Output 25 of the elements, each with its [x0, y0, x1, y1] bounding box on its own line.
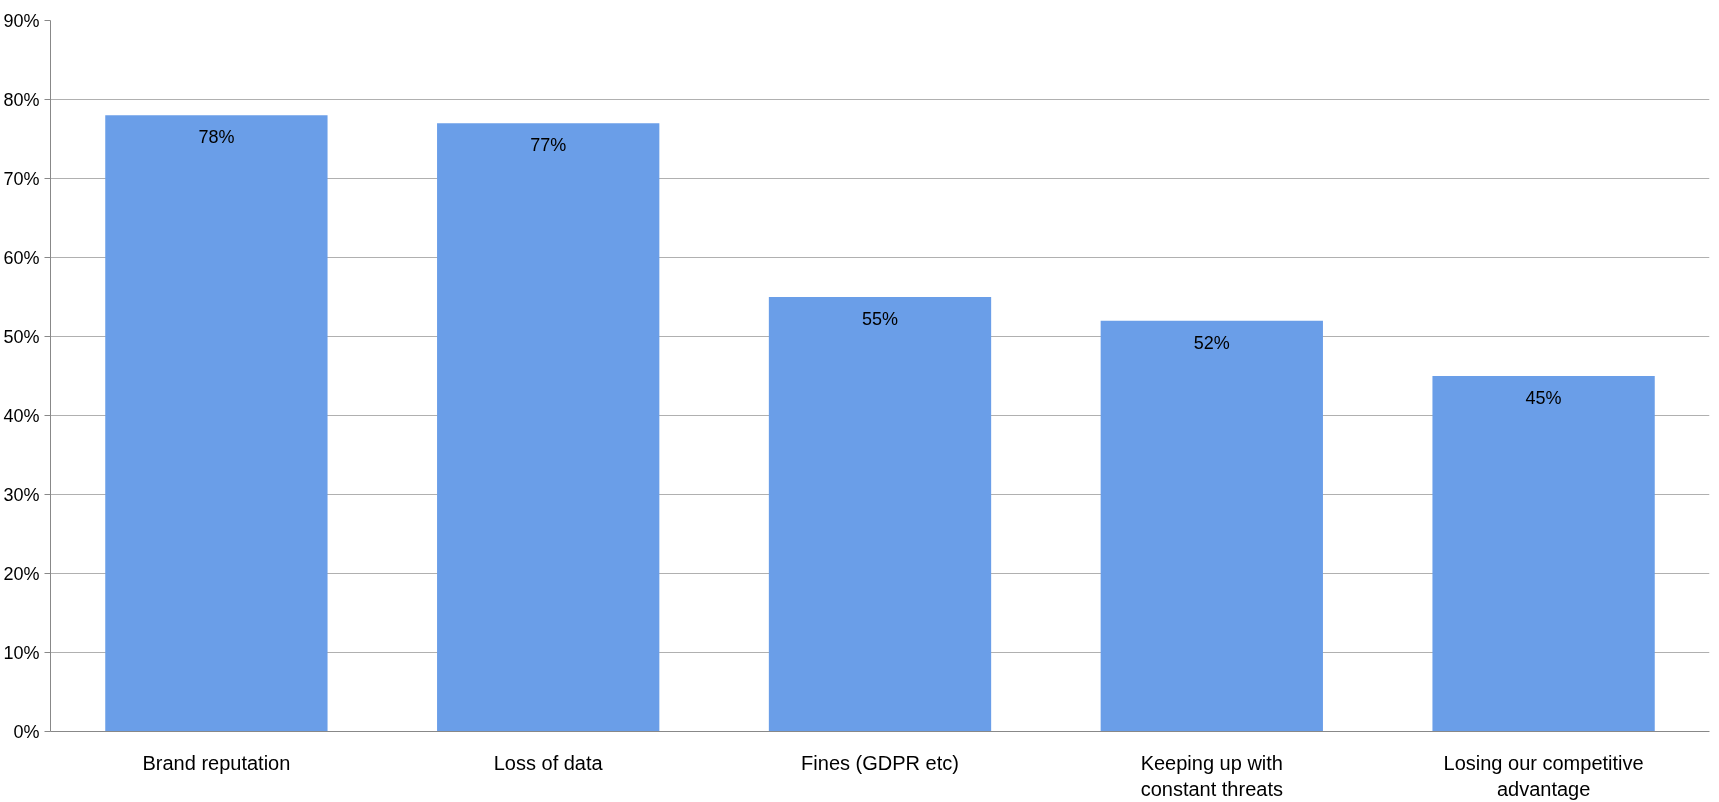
- data-label: 55%: [861, 309, 899, 329]
- x-tick-label: Loss of data: [493, 751, 604, 774]
- y-tick-label: 30%: [3, 484, 40, 505]
- y-tick-label: 80%: [3, 89, 40, 110]
- y-tick-label: 10%: [3, 642, 40, 663]
- y-tick-label: 0%: [13, 721, 40, 742]
- data-label: 78%: [198, 127, 235, 148]
- x-tick-label: Losing our competitive advantage: [1443, 751, 1644, 800]
- y-tick-label: 40%: [3, 405, 40, 426]
- x-tick-label: Brand reputation: [142, 751, 291, 774]
- data-label: 52%: [1193, 332, 1230, 353]
- y-tick-label: 90%: [3, 10, 40, 31]
- bar: [105, 115, 328, 732]
- bar: [1100, 320, 1323, 732]
- y-tick-label: 70%: [3, 168, 40, 189]
- data-label: 77%: [530, 135, 567, 156]
- x-tick-label: Keeping up with constant threats: [1140, 751, 1283, 800]
- y-tick-label: 50%: [3, 326, 40, 347]
- y-tick-label: 60%: [3, 247, 40, 268]
- bar: [768, 297, 992, 732]
- bar: [437, 123, 660, 732]
- data-label: 45%: [1525, 388, 1562, 408]
- y-tick-label: 20%: [3, 563, 40, 584]
- bar: [1432, 376, 1655, 732]
- x-tick-label: Fines (GDPR etc): [801, 751, 959, 774]
